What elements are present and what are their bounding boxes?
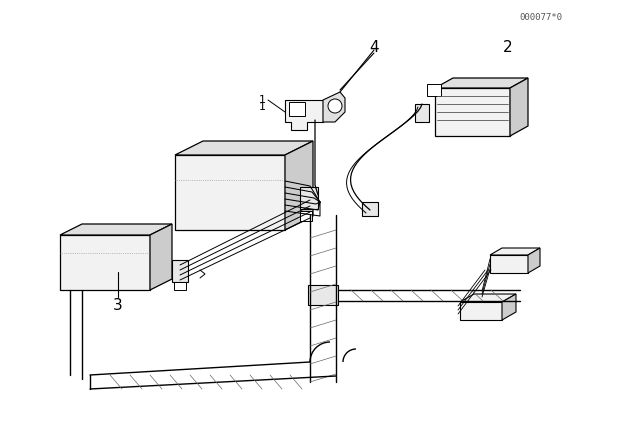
Polygon shape bbox=[174, 282, 186, 290]
Polygon shape bbox=[60, 224, 172, 235]
Polygon shape bbox=[285, 100, 323, 130]
Polygon shape bbox=[323, 92, 345, 122]
Polygon shape bbox=[150, 224, 172, 290]
Text: 1: 1 bbox=[259, 102, 266, 112]
Polygon shape bbox=[502, 294, 516, 320]
Polygon shape bbox=[435, 88, 510, 136]
Text: 2: 2 bbox=[503, 39, 513, 55]
Polygon shape bbox=[490, 248, 540, 255]
Polygon shape bbox=[285, 141, 313, 230]
Polygon shape bbox=[460, 294, 516, 302]
Polygon shape bbox=[300, 211, 312, 221]
Polygon shape bbox=[490, 255, 528, 273]
Polygon shape bbox=[289, 102, 305, 116]
Polygon shape bbox=[510, 78, 528, 136]
Text: 3: 3 bbox=[113, 297, 123, 313]
Polygon shape bbox=[427, 84, 441, 96]
Polygon shape bbox=[308, 285, 338, 305]
Polygon shape bbox=[300, 187, 318, 209]
Polygon shape bbox=[460, 302, 502, 320]
Polygon shape bbox=[172, 260, 188, 282]
Polygon shape bbox=[60, 235, 150, 290]
Polygon shape bbox=[175, 141, 313, 155]
Text: 000077*0: 000077*0 bbox=[519, 13, 563, 22]
Polygon shape bbox=[362, 202, 378, 216]
Circle shape bbox=[328, 99, 342, 113]
Polygon shape bbox=[435, 78, 528, 88]
Polygon shape bbox=[175, 155, 285, 230]
Polygon shape bbox=[415, 104, 429, 122]
Polygon shape bbox=[528, 248, 540, 273]
Text: 4: 4 bbox=[369, 39, 379, 55]
Text: 1: 1 bbox=[259, 95, 266, 105]
